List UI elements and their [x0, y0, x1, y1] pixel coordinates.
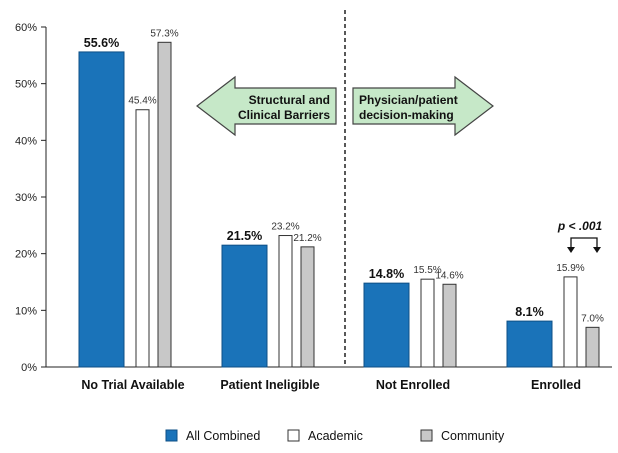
data-label: 55.6%: [84, 36, 119, 50]
data-label: 21.5%: [227, 229, 262, 243]
arrow-label: Structural and: [249, 93, 330, 107]
legend-label: Community: [441, 429, 505, 443]
bar-community: [585, 326, 600, 368]
bracket-arrowhead: [593, 247, 601, 253]
data-label: 14.8%: [369, 267, 404, 281]
data-label: 14.6%: [435, 270, 463, 281]
category-label: Patient Ineligible: [220, 378, 319, 392]
category-label: No Trial Available: [81, 378, 184, 392]
y-tick-label: 30%: [15, 192, 37, 204]
arrow-label: decision-making: [359, 108, 454, 122]
legend-swatch: [420, 429, 433, 442]
data-label: 21.2%: [293, 233, 321, 244]
right-arrow-shape: [352, 75, 494, 137]
bracket-arrowhead: [567, 247, 575, 253]
y-tick-label: 0%: [21, 362, 37, 374]
legend-label: All Combined: [186, 429, 260, 443]
legend-label: Academic: [308, 429, 363, 443]
y-tick-label: 20%: [15, 249, 37, 261]
bar-academic: [278, 235, 293, 368]
category-label: Enrolled: [531, 378, 581, 392]
bar-all-combined: [78, 51, 125, 368]
data-label: 8.1%: [515, 305, 544, 319]
y-tick-label: 50%: [15, 79, 37, 91]
data-label: 15.5%: [413, 265, 441, 276]
bar-academic: [563, 276, 578, 368]
data-label: 15.9%: [556, 263, 584, 274]
category-label: Not Enrolled: [376, 378, 450, 392]
bar-academic: [135, 109, 150, 368]
significance-bracket: [570, 237, 598, 249]
data-label: 57.3%: [150, 28, 178, 39]
significance-label: p < .001: [557, 219, 603, 233]
data-label: 23.2%: [271, 222, 299, 233]
data-label: 7.0%: [581, 313, 604, 324]
bar-all-combined: [221, 244, 268, 368]
y-tick-label: 10%: [15, 305, 37, 317]
bar-all-combined: [506, 320, 553, 368]
bar-academic: [420, 278, 435, 368]
bar-community: [442, 283, 457, 368]
bar-community: [157, 41, 172, 368]
bar-community: [300, 246, 315, 368]
legend-swatch: [165, 429, 178, 442]
bar-all-combined: [363, 282, 410, 368]
y-tick-label: 60%: [15, 22, 37, 34]
arrow-label: Physician/patient: [359, 93, 458, 107]
legend-swatch: [287, 429, 300, 442]
data-label: 45.4%: [128, 96, 156, 107]
left-arrow-shape: [196, 75, 337, 137]
arrow-label: Clinical Barriers: [238, 108, 330, 122]
y-tick-label: 40%: [15, 135, 37, 147]
